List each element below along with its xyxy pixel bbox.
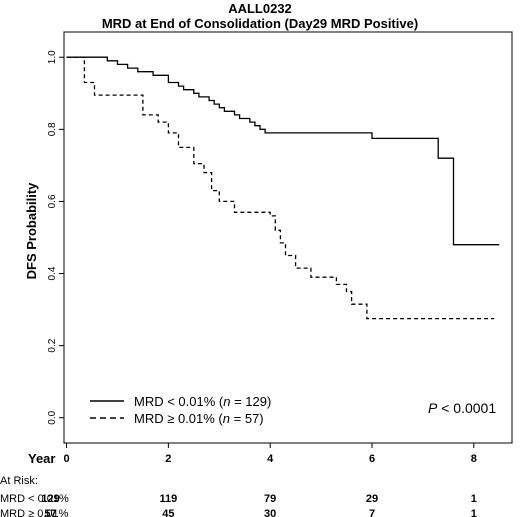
legend-solid-pre: MRD < 0.01% (: [134, 394, 224, 409]
chart-subtitle: MRD at End of Consolidation (Day29 MRD P…: [101, 16, 419, 31]
risk-row-label: MRD < 0.01%: [0, 493, 69, 505]
x-axis-label: Year: [28, 451, 55, 466]
y-tick-label: 1.0: [47, 50, 58, 64]
risk-table-header: At Risk:: [0, 475, 38, 487]
p-value-text: < 0.0001: [441, 400, 496, 416]
legend-solid-post: = 129): [230, 394, 271, 409]
x-tick-label: 8: [471, 453, 477, 465]
x-tick-label: 2: [165, 453, 171, 465]
survival-curves: [66, 56, 500, 320]
x-tick-label: 4: [267, 453, 274, 465]
chart-title: AALL0232: [228, 1, 292, 16]
risk-count: 79: [264, 493, 276, 505]
legend-dashed-n: n: [223, 411, 230, 426]
x-tick-label: 6: [369, 453, 375, 465]
legend-label-dashed: MRD ≥ 0.01% (n = 57): [134, 411, 264, 426]
risk-row-label: MRD ≥ 0.01%: [0, 508, 69, 517]
legend-label-solid: MRD < 0.01% (n = 129): [134, 394, 271, 409]
risk-count: 129: [41, 493, 59, 505]
y-tick-label: 0.0: [47, 410, 58, 424]
y-axis-label: DFS Probability: [24, 182, 39, 280]
plot-frame: [63, 31, 513, 444]
legend: MRD < 0.01% (n = 129) MRD ≥ 0.01% (n = 5…: [90, 394, 271, 426]
risk-count: 30: [264, 508, 276, 517]
p-value-label: P: [428, 400, 438, 416]
risk-count: 1: [471, 508, 477, 517]
risk-count: 7: [369, 508, 375, 517]
y-tick-label: 0.2: [47, 338, 58, 352]
risk-count: 57: [44, 508, 56, 517]
legend-solid-n: n: [223, 394, 230, 409]
risk-count: 119: [159, 493, 177, 505]
legend-dashed-post: = 57): [230, 411, 264, 426]
risk-table: At Risk: MRD < 0.01%129 119 79 29 1 MRD ≥ 0.0…: [0, 475, 477, 517]
risk-count: 45: [162, 508, 174, 517]
legend-dashed-pre: MRD ≥ 0.01% (: [134, 411, 223, 426]
y-tick-label: 0.8: [47, 122, 58, 136]
y-tick-label: 0.6: [47, 194, 58, 208]
risk-count: 1: [471, 493, 477, 505]
axes: 0.0 0.2 0.4 0.6 0.8 1.0 0 2 4 6 8: [47, 31, 513, 465]
survival-curve-mrd-negative: [66, 56, 500, 246]
x-tick-label: 0: [63, 453, 69, 465]
y-tick-label: 0.4: [47, 266, 58, 280]
survival-curve-mrd-positive: [66, 56, 495, 320]
risk-count: 29: [366, 493, 378, 505]
p-value-annotation: P < 0.0001: [428, 400, 496, 416]
